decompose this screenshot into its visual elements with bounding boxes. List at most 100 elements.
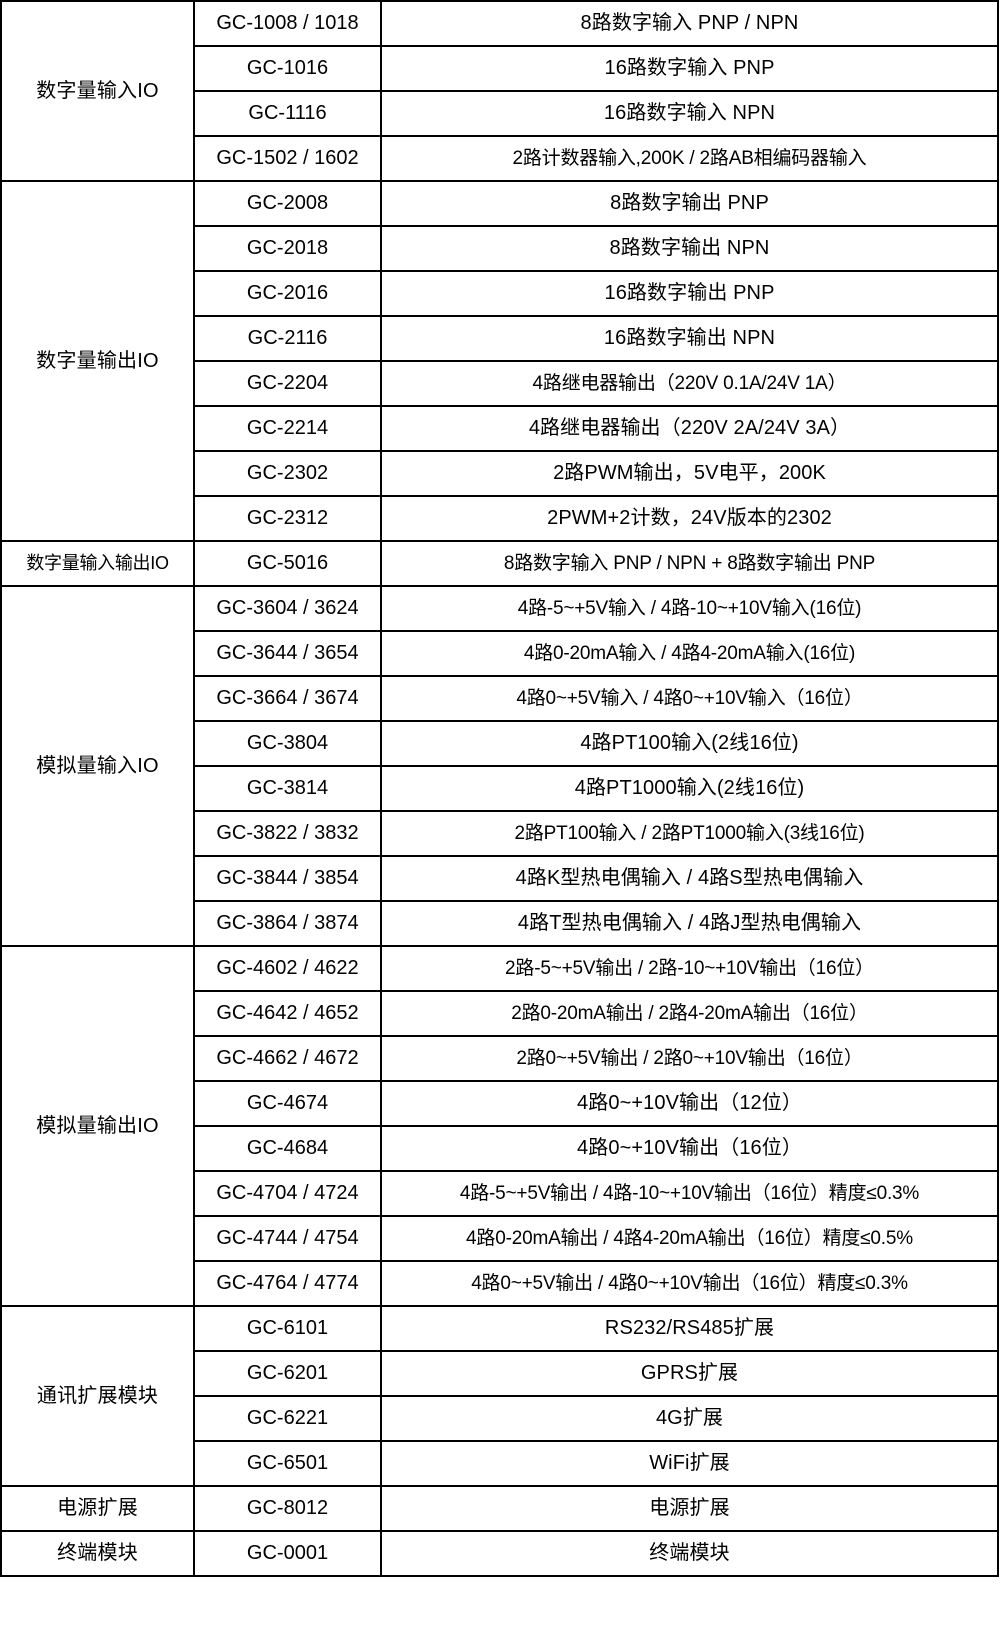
description-cell: 16路数字输入 PNP: [380, 45, 999, 92]
description-cell: GPRS扩展: [380, 1350, 999, 1397]
category-cell: 模拟量输出IO: [0, 945, 195, 1307]
model-cell: GC-4674: [193, 1080, 382, 1127]
description-cell: WiFi扩展: [380, 1440, 999, 1487]
model-cell: GC-4704 / 4724: [193, 1170, 382, 1217]
model-cell: GC-2204: [193, 360, 382, 407]
description-cell: 4G扩展: [380, 1395, 999, 1442]
table-row: GC-2016 16路数字输出 PNP: [1, 270, 999, 317]
category-cell: 电源扩展: [0, 1485, 195, 1532]
description-cell: 4路PT100输入(2线16位): [380, 720, 999, 767]
description-cell: 4路0~+10V输出（12位）: [380, 1080, 999, 1127]
model-cell: GC-6201: [193, 1350, 382, 1397]
table-row: GC-6201 GPRS扩展: [1, 1350, 999, 1397]
table-row: GC-4744 / 4754 4路0-20mA输出 / 4路4-20mA输出（16…: [1, 1215, 999, 1262]
description-cell: 终端模块: [380, 1530, 999, 1577]
description-cell: 16路数字输出 NPN: [380, 315, 999, 362]
category-cell: 模拟量输入IO: [0, 585, 195, 947]
table-row: GC-2214 4路继电器输出（220V 2A/24V 3A）: [1, 405, 999, 452]
description-cell: 8路数字输入 PNP / NPN: [380, 0, 999, 47]
table-row: 终端模块 GC-0001 终端模块: [0, 1530, 999, 1577]
table-row: 通讯扩展模块 GC-6101 RS232/RS485扩展: [0, 1305, 999, 1487]
table-row: GC-4764 / 4774 4路0~+5V输出 / 4路0~+10V输出（16位…: [1, 1260, 999, 1307]
model-cell: GC-4662 / 4672: [193, 1035, 382, 1082]
model-cell: GC-3804: [193, 720, 382, 767]
table-row: GC-3664 / 3674 4路0~+5V输入 / 4路0~+10V输入（16位…: [1, 675, 999, 722]
table-row: 数字量输入IO GC-1008 / 1018 8路数字输入 PNP / NPN: [0, 0, 999, 182]
description-cell: 2路计数器输入,200K / 2路AB相编码器输入: [380, 135, 999, 182]
model-cell: GC-2214: [193, 405, 382, 452]
table-row: 模拟量输入IO GC-3604 / 3624 4路-5~+5V输入 / 4路-10~…: [0, 585, 999, 947]
description-cell: 4路PT1000输入(2线16位): [380, 765, 999, 812]
description-cell: 4路-5~+5V输出 / 4路-10~+10V输出（16位）精度≤0.3%: [380, 1170, 999, 1217]
model-cell: GC-5016: [193, 540, 382, 587]
table-row: GC-1502 / 1602 2路计数器输入,200K / 2路AB相编码器输入: [1, 135, 999, 182]
description-cell: 电源扩展: [380, 1485, 999, 1532]
model-cell: GC-4764 / 4774: [193, 1260, 382, 1307]
table-row: GC-1016 16路数字输入 PNP: [1, 45, 999, 92]
model-cell: GC-3844 / 3854: [193, 855, 382, 902]
model-cell: GC-3604 / 3624: [193, 585, 382, 632]
description-cell: 4路T型热电偶输入 / 4路J型热电偶输入: [380, 900, 999, 947]
model-cell: GC-3822 / 3832: [193, 810, 382, 857]
table-row: GC-1116 16路数字输入 NPN: [1, 90, 999, 137]
table-row: GC-2302 2路PWM输出，5V电平，200K: [1, 450, 999, 497]
category-cell: 数字量输入IO: [0, 0, 195, 182]
table-row: 电源扩展 GC-8012 电源扩展: [0, 1485, 999, 1532]
description-cell: 4路-5~+5V输入 / 4路-10~+10V输入(16位): [380, 585, 999, 632]
description-cell: 2PWM+2计数，24V版本的2302: [380, 495, 999, 542]
model-cell: GC-2116: [193, 315, 382, 362]
model-cell: GC-6101: [193, 1305, 382, 1352]
table-row: GC-3864 / 3874 4路T型热电偶输入 / 4路J型热电偶输入: [1, 900, 999, 947]
description-cell: 4路0-20mA输入 / 4路4-20mA输入(16位): [380, 630, 999, 677]
table-row: GC-3844 / 3854 4路K型热电偶输入 / 4路S型热电偶输入: [1, 855, 999, 902]
product-module-table: 数字量输入IO GC-1008 / 1018 8路数字输入 PNP / NPN GC-…: [0, 0, 999, 1577]
model-cell: GC-0001: [193, 1530, 382, 1577]
model-cell: GC-3664 / 3674: [193, 675, 382, 722]
model-cell: GC-2312: [193, 495, 382, 542]
table-row: 数字量输入输出IO GC-5016 8路数字输入 PNP / NPN + 8路数字输…: [0, 540, 999, 587]
model-cell: GC-1016: [193, 45, 382, 92]
model-cell: GC-4642 / 4652: [193, 990, 382, 1037]
description-cell: 4路0-20mA输出 / 4路4-20mA输出（16位）精度≤0.5%: [380, 1215, 999, 1262]
category-cell: 数字量输入输出IO: [0, 540, 195, 587]
model-cell: GC-2302: [193, 450, 382, 497]
model-cell: GC-3814: [193, 765, 382, 812]
table-body: 数字量输入IO GC-1008 / 1018 8路数字输入 PNP / NPN GC-…: [0, 0, 999, 1577]
table-row: 数字量输出IO GC-2008 8路数字输出 PNP: [0, 180, 999, 542]
model-cell: GC-2016: [193, 270, 382, 317]
model-cell: GC-4602 / 4622: [193, 945, 382, 992]
description-cell: 4路继电器输出（220V 2A/24V 3A）: [380, 405, 999, 452]
description-cell: 4路K型热电偶输入 / 4路S型热电偶输入: [380, 855, 999, 902]
category-cell: 数字量输出IO: [0, 180, 195, 542]
category-cell: 终端模块: [0, 1530, 195, 1577]
description-cell: 2路0-20mA输出 / 2路4-20mA输出（16位）: [380, 990, 999, 1037]
category-cell: 通讯扩展模块: [0, 1305, 195, 1487]
description-cell: 2路PWM输出，5V电平，200K: [380, 450, 999, 497]
table-row: GC-3822 / 3832 2路PT100输入 / 2路PT1000输入(3线1…: [1, 810, 999, 857]
table-row: GC-3644 / 3654 4路0-20mA输入 / 4路4-20mA输入(16…: [1, 630, 999, 677]
description-cell: 4路继电器输出（220V 0.1A/24V 1A）: [380, 360, 999, 407]
table-row: GC-4684 4路0~+10V输出（16位）: [1, 1125, 999, 1172]
model-cell: GC-8012: [193, 1485, 382, 1532]
table-row: 模拟量输出IO GC-4602 / 4622 2路-5~+5V输出 / 2路-10~…: [0, 945, 999, 1307]
model-cell: GC-6221: [193, 1395, 382, 1442]
model-cell: GC-2008: [193, 180, 382, 227]
table-row: GC-4662 / 4672 2路0~+5V输出 / 2路0~+10V输出（16位…: [1, 1035, 999, 1082]
model-cell: GC-4744 / 4754: [193, 1215, 382, 1262]
model-cell: GC-1116: [193, 90, 382, 137]
table-row: GC-4704 / 4724 4路-5~+5V输出 / 4路-10~+10V输出（…: [1, 1170, 999, 1217]
description-cell: 4路0~+5V输出 / 4路0~+10V输出（16位）精度≤0.3%: [380, 1260, 999, 1307]
table-row: GC-4674 4路0~+10V输出（12位）: [1, 1080, 999, 1127]
model-cell: GC-6501: [193, 1440, 382, 1487]
description-cell: 8路数字输出 NPN: [380, 225, 999, 272]
table-row: GC-6501 WiFi扩展: [1, 1440, 999, 1487]
model-cell: GC-1008 / 1018: [193, 0, 382, 47]
model-cell: GC-4684: [193, 1125, 382, 1172]
description-cell: 16路数字输出 PNP: [380, 270, 999, 317]
description-cell: 4路0~+10V输出（16位）: [380, 1125, 999, 1172]
model-cell: GC-3644 / 3654: [193, 630, 382, 677]
model-cell: GC-1502 / 1602: [193, 135, 382, 182]
description-cell: RS232/RS485扩展: [380, 1305, 999, 1352]
table-row: GC-2204 4路继电器输出（220V 0.1A/24V 1A）: [1, 360, 999, 407]
description-cell: 2路0~+5V输出 / 2路0~+10V输出（16位）: [380, 1035, 999, 1082]
